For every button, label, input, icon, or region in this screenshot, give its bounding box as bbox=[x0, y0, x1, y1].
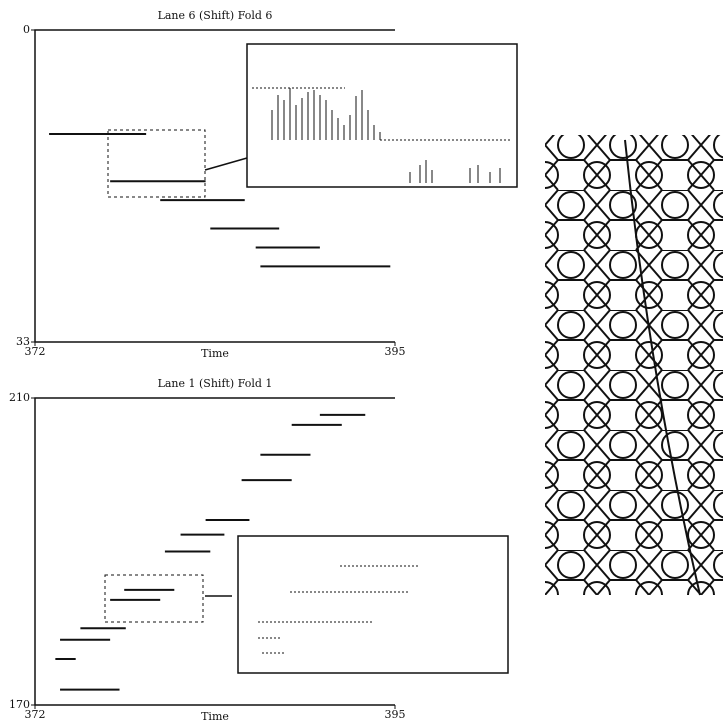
y-tick-label: 210 bbox=[9, 391, 30, 404]
chart-title: Lane 6 (Shift) Fold 6 bbox=[158, 9, 273, 22]
hexagon-lattice bbox=[545, 135, 723, 595]
chart-title: Lane 1 (Shift) Fold 1 bbox=[158, 377, 273, 390]
x-tick-label: 395 bbox=[385, 708, 406, 721]
inset-top bbox=[205, 44, 517, 187]
x-axis-label: Time bbox=[201, 347, 229, 360]
y-tick-label: 0 bbox=[23, 23, 30, 36]
x-tick-label: 395 bbox=[385, 345, 406, 358]
x-tick-label: 372 bbox=[25, 345, 46, 358]
zoom-box bbox=[105, 575, 203, 622]
x-tick-label: 372 bbox=[25, 708, 46, 721]
zoom-box bbox=[108, 130, 205, 197]
figure: Lane 6 (Shift) Fold 6Time033372395Lane 1… bbox=[0, 0, 723, 721]
x-axis-label: Time bbox=[201, 710, 229, 721]
inset-bottom bbox=[205, 536, 508, 673]
